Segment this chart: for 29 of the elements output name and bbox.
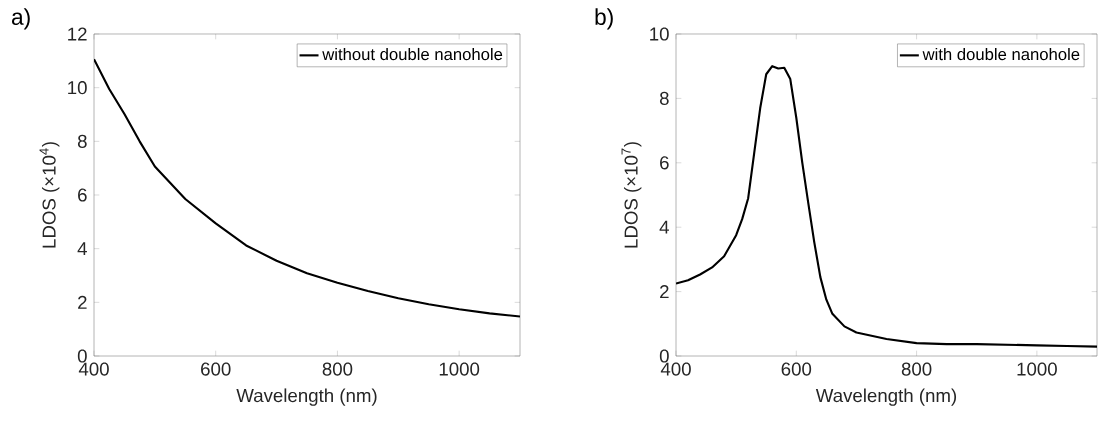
- y-tick-label: 0: [77, 349, 87, 363]
- y-tick-label: 4: [659, 220, 669, 234]
- y-tick-label: 12: [68, 27, 87, 41]
- x-tick-label: 400: [660, 362, 691, 376]
- y-tick-label: 0: [659, 349, 669, 363]
- legend-label: with double nanohole: [922, 47, 1080, 61]
- y-axis-title: LDOS (×10$^{4}$): [39, 142, 60, 248]
- x-tick-label: 1000: [1017, 362, 1057, 376]
- y-tick-label: 8: [77, 134, 87, 148]
- chart-title: a): [11, 8, 30, 30]
- x-tick-label: 800: [901, 362, 932, 376]
- legend-label: without double nanohole: [322, 47, 503, 61]
- chart-title: b): [595, 8, 613, 30]
- y-tick-label: 10: [68, 81, 87, 95]
- x-tick-label: 400: [78, 362, 109, 376]
- y-tick-label: 2: [78, 295, 87, 309]
- y-tick-label: 8: [659, 91, 669, 106]
- x-axis-title: Wavelength (nm): [815, 388, 957, 406]
- y-tick-label: 4: [77, 242, 87, 256]
- x-tick-label: 600: [781, 362, 812, 376]
- x-axis-title: Wavelength (nm): [236, 388, 377, 406]
- y-tick-label: 10: [650, 27, 669, 41]
- y-axis-title: LDOS (×10$^{7}$): [621, 142, 642, 248]
- x-tick-label: 1000: [439, 362, 480, 376]
- y-tick-label: 2: [660, 285, 669, 299]
- y-tick-label: 6: [78, 188, 87, 202]
- y-tick-label: 6: [660, 156, 669, 170]
- x-tick-label: 800: [322, 362, 353, 376]
- x-tick-label: 600: [201, 362, 231, 376]
